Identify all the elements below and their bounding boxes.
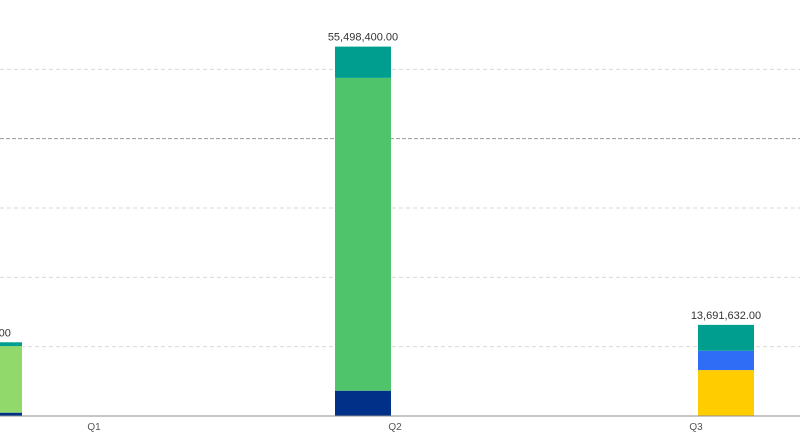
total-label-q3: 13,691,632.00 <box>691 310 761 322</box>
bar-segment-q3-2[interactable] <box>698 350 754 371</box>
x-tick-label-q1: Q1 <box>87 422 101 433</box>
bar-segment-q1-3[interactable] <box>0 346 22 413</box>
total-label-q1: 500.00 <box>0 327 11 339</box>
bar-segment-q1-0[interactable] <box>0 412 22 416</box>
bar-segment-q2-4[interactable] <box>335 77 391 391</box>
bar-segment-q2-0[interactable] <box>335 390 391 416</box>
total-label-q2: 55,498,400.00 <box>328 32 398 44</box>
x-tick-label-q3: Q3 <box>689 422 703 433</box>
bar-segment-q3-5[interactable] <box>698 324 754 351</box>
bar-segment-q2-5[interactable] <box>335 46 391 78</box>
x-tick-label-q2: Q2 <box>388 422 402 433</box>
bar-segment-q1-5[interactable] <box>0 342 22 347</box>
bar-segment-q3-1[interactable] <box>698 370 754 416</box>
